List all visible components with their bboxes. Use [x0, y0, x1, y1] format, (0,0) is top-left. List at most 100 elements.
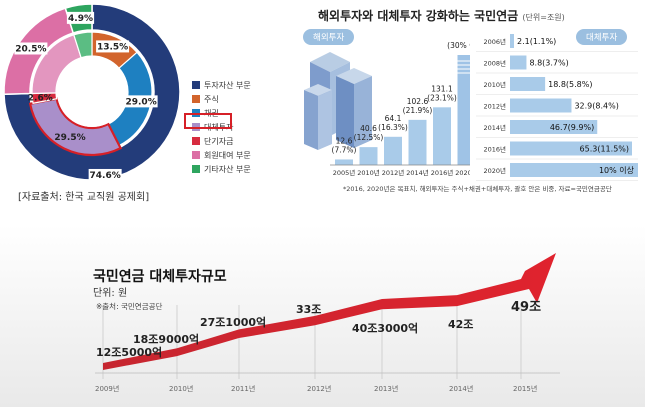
alternative-bar — [510, 141, 632, 156]
overseas-bar-label: 12.6 — [336, 136, 353, 145]
legend-label: 주식 — [204, 94, 219, 104]
donut-label-bg — [124, 95, 158, 108]
alternative-bar-label: 8.8(3.7%) — [529, 59, 568, 68]
bottom-value-label: 42조 — [448, 318, 474, 331]
alternative-bar-label: 46.7(9.9%) — [550, 123, 594, 132]
alternative-bar — [510, 77, 546, 91]
bottom-gridlines — [95, 305, 560, 379]
donut-value-label: 20.5% — [15, 44, 46, 54]
donut-label-bg — [88, 168, 122, 181]
bottom-area-chart — [0, 225, 645, 407]
bottom-value-label: 33조 — [296, 303, 322, 316]
alternative-bar — [510, 98, 572, 113]
donut-value-label: 2.6% — [28, 94, 53, 104]
donut-value-label: 29.0% — [125, 97, 156, 107]
legend-highlight-box — [184, 113, 232, 129]
bottom-year-label: 2010년 — [169, 385, 194, 393]
legend-item: 단기자금 — [192, 134, 312, 148]
bottom-value-label: 12조5000억 — [96, 346, 163, 359]
legend-label: 투자자산 부문 — [204, 80, 251, 90]
overseas-bar-label: (12.5%) — [354, 133, 384, 142]
bottom-value-label: 49조 — [511, 300, 542, 315]
pill-overseas: 해외투자 — [303, 29, 355, 45]
legend-swatch — [192, 137, 200, 145]
alternative-bar — [510, 34, 514, 48]
bottom-year-label: 2014년 — [449, 385, 474, 393]
vertical-bars: 12.6(7.7%) 2005년 40.6(12.5%) 2010년 64.1(16.3… — [330, 40, 470, 177]
bottom-unit: 단위: 원 — [93, 288, 128, 299]
overseas-bar — [408, 119, 427, 165]
alternative-year-label: 2010년 — [483, 80, 506, 89]
alternative-year-label: 2020년 — [483, 166, 506, 175]
overseas-bar-label: 250 — [459, 40, 470, 41]
overseas-bar-label: 102.6 — [407, 97, 429, 106]
legend-swatch — [192, 81, 200, 89]
donut-value-label: 4.9% — [68, 14, 93, 24]
legend-label: 회원대여 부문 — [204, 150, 251, 160]
overseas-bar — [433, 107, 451, 165]
alternative-year-label: 2006년 — [483, 37, 506, 46]
top-right-title: 해외투자와 대체투자 강화하는 국민연금 (단위=조원) — [318, 7, 565, 24]
horizontal-bars: 2006년 2.1(1.1%) 2008년 8.8(3.7%) 2010년 18.8(5.… — [476, 34, 638, 181]
overseas-bar-chart: 12.6(7.7%) 2005년 40.6(12.5%) 2010년 64.1(16.3… — [304, 40, 470, 177]
overseas-bar-label: 40.6 — [360, 124, 377, 133]
bottom-source: ※출처: 국민연금공단 — [96, 302, 163, 311]
donut-source: [자료출처: 한국 교직원 공제회] — [18, 192, 150, 203]
overseas-year-label: 2005년 — [333, 168, 356, 177]
bottom-year-label: 2009년 — [95, 385, 120, 393]
alternative-bar-label: 32.9(8.4%) — [574, 102, 618, 111]
overseas-bar-label: (30% 이상) — [447, 40, 470, 50]
overseas-bar-label: (16.3%) — [378, 123, 408, 132]
overseas-bar-label: 64.1 — [385, 114, 402, 123]
alternative-bar — [510, 163, 638, 177]
legend-item: 기타자산 부문 — [192, 162, 312, 176]
bottom-year-label: 2013년 — [374, 385, 399, 393]
top-right-footnote: *2016, 2020년은 목표치, 해외투자는 주식+채권+대체투자, 괄호 … — [343, 185, 612, 193]
donut-inner-slice — [73, 31, 93, 59]
overseas-year-label: 2020년 — [455, 168, 470, 177]
donut-chart: 13.5% 29.0% 29.5% 2.6% 74.6% 20.5% 4.9% — [3, 3, 181, 181]
alternative-bar — [510, 120, 598, 134]
overseas-bar — [359, 147, 378, 165]
bottom-year-label: 2015년 — [513, 385, 538, 393]
buildings-illustration — [304, 52, 372, 150]
overseas-bar — [457, 55, 470, 165]
donut-labels: 13.5% 29.0% 29.5% 2.6% 74.6% 20.5% 4.9% — [14, 11, 158, 181]
overseas-bar — [384, 136, 402, 165]
overseas-bar-label: 131.1 — [431, 84, 453, 93]
alternative-bar-label: 18.8(5.8%) — [548, 80, 592, 89]
bottom-value-label: 18조9000억 — [133, 333, 200, 346]
legend-item: 주식 — [192, 92, 312, 106]
legend-label: 기타자산 부문 — [204, 164, 251, 174]
overseas-year-label: 2010년 — [357, 168, 380, 177]
alternative-year-label: 2012년 — [483, 102, 506, 111]
donut-inner-slice — [28, 97, 123, 157]
overseas-bar-label: (23.1%) — [427, 93, 457, 102]
donut-value-label: 29.5% — [54, 133, 85, 143]
bottom-area-shape — [103, 253, 556, 370]
legend-item: 회원대여 부문 — [192, 148, 312, 162]
donut-inner-ring — [28, 31, 153, 157]
alternative-year-label: 2016년 — [483, 145, 506, 154]
bottom-title: 국민연금 대체투자규모 — [93, 269, 227, 285]
legend-item: 투자자산 부문 — [192, 78, 312, 92]
overseas-bar-label: (7.7%) — [332, 145, 357, 154]
alternative-bar-label: 2.1(1.1%) — [517, 37, 556, 46]
pill-alternative: 대체투자 — [576, 29, 628, 45]
bottom-year-label: 2011년 — [231, 385, 256, 393]
alternative-bar-label: 65.3(11.5%) — [580, 145, 629, 154]
donut-value-label: 74.6% — [90, 171, 121, 181]
legend-swatch — [192, 95, 200, 103]
donut-value-label: 13.5% — [97, 42, 128, 52]
donut-label-bg — [14, 42, 48, 55]
overseas-year-label: 2014년 — [406, 168, 429, 177]
donut-label-bg — [96, 40, 130, 53]
alternative-bar — [510, 55, 527, 70]
donut-label-bg — [66, 11, 95, 24]
legend-swatch — [192, 151, 200, 159]
alternative-hbar-chart: 2006년 2.1(1.1%) 2008년 8.8(3.7%) 2010년 18.8(5.… — [476, 34, 638, 181]
overseas-year-label: 2016년 — [431, 168, 454, 177]
legend-label: 단기자금 — [204, 136, 234, 146]
legend-swatch — [192, 165, 200, 173]
top-right-title-text: 해외투자와 대체투자 강화하는 국민연금 — [318, 9, 519, 23]
